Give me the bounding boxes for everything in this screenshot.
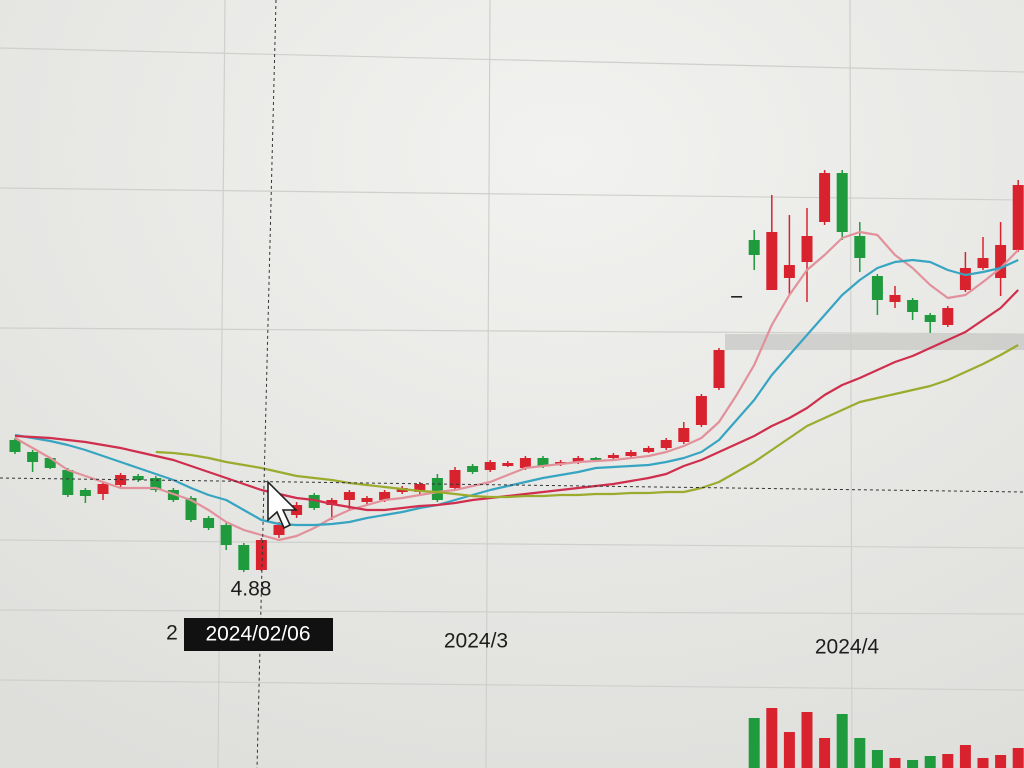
candle-body bbox=[27, 452, 39, 462]
candle-body bbox=[484, 462, 496, 470]
candle-body bbox=[62, 470, 74, 495]
candle-body bbox=[273, 525, 285, 535]
candle-body bbox=[713, 350, 725, 388]
grid-line bbox=[0, 187, 1024, 201]
candle-body bbox=[414, 484, 426, 492]
x-axis-label: 2 bbox=[166, 622, 178, 645]
candle-body bbox=[977, 258, 989, 268]
volume-bar bbox=[977, 758, 989, 768]
candle-body bbox=[889, 295, 901, 302]
candle-body bbox=[678, 428, 690, 442]
candle-body bbox=[801, 236, 813, 262]
mouse-cursor bbox=[267, 480, 298, 530]
moving-average-line bbox=[155, 344, 1019, 499]
moving-average-line bbox=[14, 230, 1019, 542]
grid-line bbox=[485, 0, 491, 768]
plot bbox=[9, 170, 1024, 768]
candle-body bbox=[1012, 185, 1024, 250]
x-axis-label: 2024/4 bbox=[815, 636, 880, 659]
candle-body bbox=[819, 173, 831, 222]
volume-bar bbox=[801, 712, 813, 768]
volume-bar bbox=[748, 718, 760, 768]
candle-body bbox=[995, 245, 1007, 278]
candle-body bbox=[379, 492, 391, 500]
x-axis-label: 2024/3 bbox=[444, 630, 508, 653]
grid-line bbox=[0, 327, 1024, 335]
candle-body bbox=[731, 296, 743, 298]
candle-body bbox=[44, 458, 56, 468]
candle-body bbox=[836, 173, 848, 232]
candle-body bbox=[132, 476, 144, 480]
candle-body bbox=[695, 396, 707, 425]
candle-body bbox=[625, 452, 637, 456]
candle-body bbox=[924, 315, 936, 322]
candle-body bbox=[519, 458, 531, 468]
candle-body bbox=[308, 495, 320, 508]
volume-bar bbox=[995, 755, 1007, 768]
candle-body bbox=[660, 440, 672, 448]
low-price-label: 4.88 bbox=[231, 578, 272, 601]
volume-bar bbox=[836, 714, 848, 768]
candle-body bbox=[238, 545, 250, 570]
candle-body bbox=[467, 466, 479, 472]
volume-bar bbox=[819, 738, 831, 768]
candle-body bbox=[572, 458, 584, 462]
candle-body bbox=[255, 540, 267, 570]
candle-body bbox=[449, 470, 461, 488]
candle-body bbox=[871, 276, 883, 300]
grid-line bbox=[0, 47, 1024, 73]
crosshair-vertical bbox=[256, 0, 277, 768]
volume-bar bbox=[924, 756, 936, 768]
moving-average-line bbox=[14, 258, 1019, 527]
candle-body bbox=[79, 490, 91, 496]
candle-body bbox=[220, 525, 232, 545]
screen-glare-band bbox=[725, 334, 1024, 350]
volume-bar bbox=[766, 708, 778, 768]
cursor-date: 2024/02/06 bbox=[205, 623, 310, 646]
candle-body bbox=[343, 492, 355, 500]
candle-body bbox=[643, 448, 655, 452]
candle-body bbox=[590, 458, 602, 460]
grid-line bbox=[0, 609, 1024, 615]
candle-body bbox=[97, 484, 109, 494]
cursor-date-box bbox=[184, 618, 333, 651]
volume-bar bbox=[871, 750, 883, 768]
candle-body bbox=[907, 300, 919, 312]
candle-body bbox=[150, 478, 162, 490]
volume-bar bbox=[783, 732, 795, 768]
volume-bar bbox=[854, 738, 866, 768]
candle-body bbox=[502, 463, 514, 466]
grid-line bbox=[849, 0, 853, 768]
volume-bar bbox=[1012, 748, 1024, 768]
candle-body bbox=[766, 232, 778, 290]
candle-body bbox=[203, 518, 215, 528]
moving-average-line bbox=[14, 289, 1019, 512]
volume-bar bbox=[889, 758, 901, 768]
candle-body bbox=[185, 498, 197, 520]
volume-bar bbox=[907, 760, 919, 768]
candle-body bbox=[854, 236, 866, 258]
candle-body bbox=[326, 500, 338, 505]
candle-body bbox=[607, 455, 619, 458]
candle-body bbox=[783, 265, 795, 278]
crosshair-horizontal bbox=[0, 477, 1024, 493]
candle-body bbox=[942, 308, 954, 325]
candle-body bbox=[9, 440, 21, 452]
candle-body bbox=[537, 458, 549, 466]
grid-line bbox=[0, 679, 1024, 691]
grid-line bbox=[0, 539, 1024, 549]
volume-bar bbox=[959, 745, 971, 768]
candle-body bbox=[748, 240, 760, 255]
candle-body bbox=[361, 498, 373, 502]
volume-bar bbox=[942, 754, 954, 768]
candle-body bbox=[431, 478, 443, 500]
candle-body bbox=[959, 268, 971, 290]
